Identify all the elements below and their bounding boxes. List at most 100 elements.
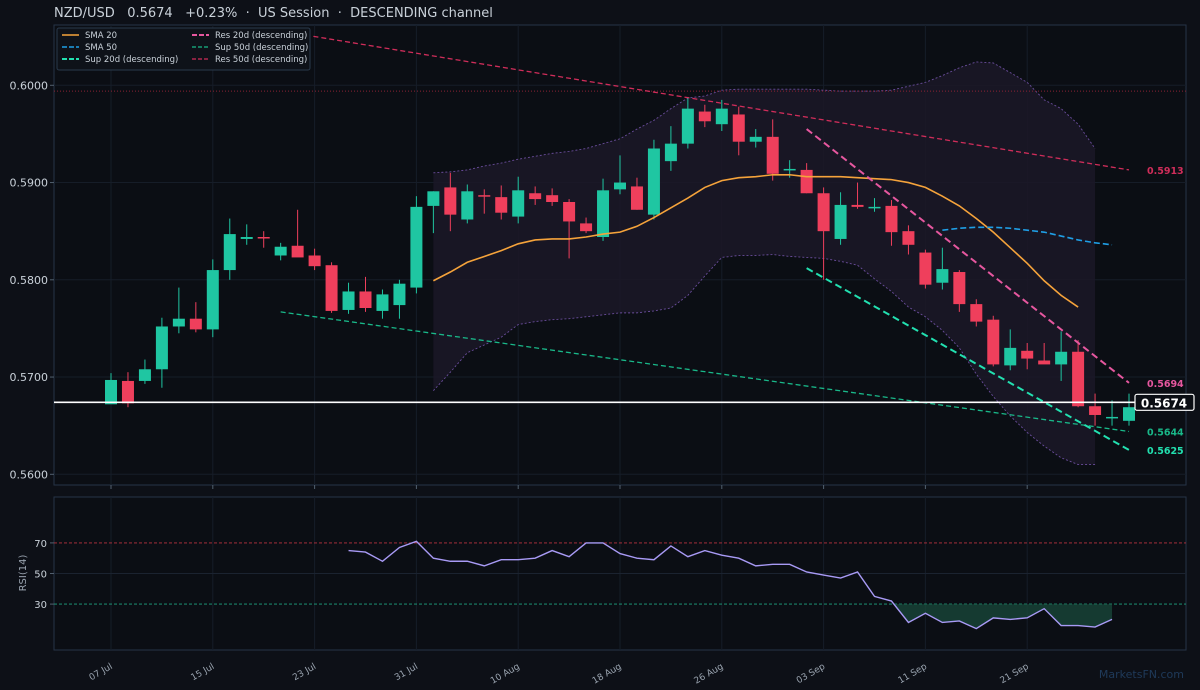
candle-up xyxy=(512,190,525,217)
candle-down xyxy=(902,231,915,245)
bollinger-lower xyxy=(433,254,1096,466)
candle-up xyxy=(1004,347,1017,366)
session-label: US Session xyxy=(258,6,330,21)
candle-up xyxy=(410,206,423,288)
candle-up xyxy=(1123,407,1135,421)
rsi-oversold-fill xyxy=(893,604,1113,629)
res50-trendline xyxy=(297,33,1130,171)
x-tick-label: 18 Aug xyxy=(591,662,624,687)
chart-header: NZD/USD 0.5674 +0.23% · US Session · DES… xyxy=(54,6,493,21)
candle-down xyxy=(766,136,779,174)
candle-up xyxy=(715,108,728,125)
candle-down xyxy=(359,291,372,309)
candle-down xyxy=(291,245,304,258)
candle-up xyxy=(614,182,626,190)
candle-up xyxy=(664,143,677,162)
candle-up xyxy=(206,270,219,330)
candle-down xyxy=(953,272,966,305)
price-label: 0.5674 xyxy=(127,6,173,21)
candle-down xyxy=(1021,350,1034,359)
bollinger-upper xyxy=(433,61,1096,174)
candle-down xyxy=(563,201,576,222)
res20-trendline xyxy=(806,128,1130,384)
sup50-trendline xyxy=(280,311,1130,433)
x-tick-label: 31 Jul xyxy=(393,662,420,683)
current-price-badge xyxy=(1134,393,1195,411)
candle-up xyxy=(172,318,185,327)
candle-down xyxy=(478,195,491,197)
x-tick-label: 15 Jul xyxy=(190,662,217,683)
candle-up xyxy=(647,148,660,215)
candle-up xyxy=(1055,351,1068,365)
x-tick-label: 21 Sep xyxy=(999,662,1031,686)
legend: SMA 20 SMA 50 Sup 20d (descending) Res 20d … xyxy=(56,27,311,71)
candle-down xyxy=(970,304,983,322)
candle-down xyxy=(546,195,559,202)
x-tick-label: 07 Jul xyxy=(88,662,115,683)
y-tick-label: 0.5900 xyxy=(10,177,49,190)
candle-down xyxy=(698,111,711,122)
candle-down xyxy=(444,187,457,215)
legend-entry: SMA 50 xyxy=(85,43,117,53)
candle-up xyxy=(342,291,355,310)
candle-down xyxy=(987,319,1000,365)
candle-up xyxy=(240,237,253,239)
candle-down xyxy=(529,193,542,200)
y-tick-label: 0.5800 xyxy=(10,274,49,287)
rsi-axis-label: RSI(14) xyxy=(18,555,29,592)
candle-up xyxy=(681,108,694,144)
x-tick-label: 03 Sep xyxy=(795,662,827,686)
candle-up xyxy=(834,204,847,239)
candle-down xyxy=(1072,351,1085,407)
candle-up xyxy=(783,168,796,171)
candle-up xyxy=(138,369,151,381)
pair-label: NZD/USD xyxy=(54,6,115,21)
legend-entry: Res 20d (descending) xyxy=(215,31,307,41)
candle-up xyxy=(376,294,389,311)
candle-down xyxy=(308,255,321,267)
x-tick-label: 26 Aug xyxy=(693,662,726,687)
candle-down xyxy=(630,186,643,210)
candle-down xyxy=(817,193,830,232)
rsi-tick-label: 50 xyxy=(34,570,47,581)
rsi-tick-label: 30 xyxy=(34,600,47,611)
sma50-line xyxy=(942,226,1113,246)
candle-up xyxy=(597,190,610,238)
candle-down xyxy=(885,205,898,233)
legend-entry: Res 50d (descending) xyxy=(215,55,307,65)
candle-up xyxy=(1106,416,1119,419)
candle-down xyxy=(121,380,134,404)
y-tick-label: 0.5600 xyxy=(10,468,49,481)
change-label: +0.23% xyxy=(185,6,238,21)
rsi-tick-label: 70 xyxy=(34,539,47,550)
legend-entry: Sup 20d (descending) xyxy=(85,55,178,65)
sup20-end-label: 0.5625 xyxy=(1147,446,1184,457)
candle-up xyxy=(427,191,440,206)
candle-down xyxy=(1038,360,1051,365)
sup20-trendline xyxy=(806,267,1130,451)
candle-up xyxy=(868,206,881,209)
candle-down xyxy=(495,197,508,213)
bollinger-band xyxy=(433,61,1096,465)
candle-up xyxy=(223,234,236,271)
res20-end-label: 0.5694 xyxy=(1147,379,1184,390)
channel-label: DESCENDING channel xyxy=(350,6,493,21)
y-tick-label: 0.5700 xyxy=(10,371,49,384)
candle-down xyxy=(800,169,813,194)
sma20-line xyxy=(432,173,1079,308)
candle-down xyxy=(257,237,270,239)
y-tick-label: 0.6000 xyxy=(10,79,49,92)
x-tick-label: 10 Aug xyxy=(489,662,522,687)
candle-down xyxy=(919,252,932,285)
current-price-label: 0.5674 xyxy=(1141,396,1187,410)
rsi-line xyxy=(348,540,1113,630)
candle-down xyxy=(325,265,338,311)
candle-up xyxy=(155,326,168,370)
candle-up xyxy=(274,246,287,256)
candle-up xyxy=(461,191,474,220)
candle-down xyxy=(1089,406,1102,415)
sup50-end-label: 0.5644 xyxy=(1147,428,1184,439)
res50-end-label: 0.5913 xyxy=(1147,166,1184,177)
x-tick-label: 23 Jul xyxy=(291,662,318,683)
